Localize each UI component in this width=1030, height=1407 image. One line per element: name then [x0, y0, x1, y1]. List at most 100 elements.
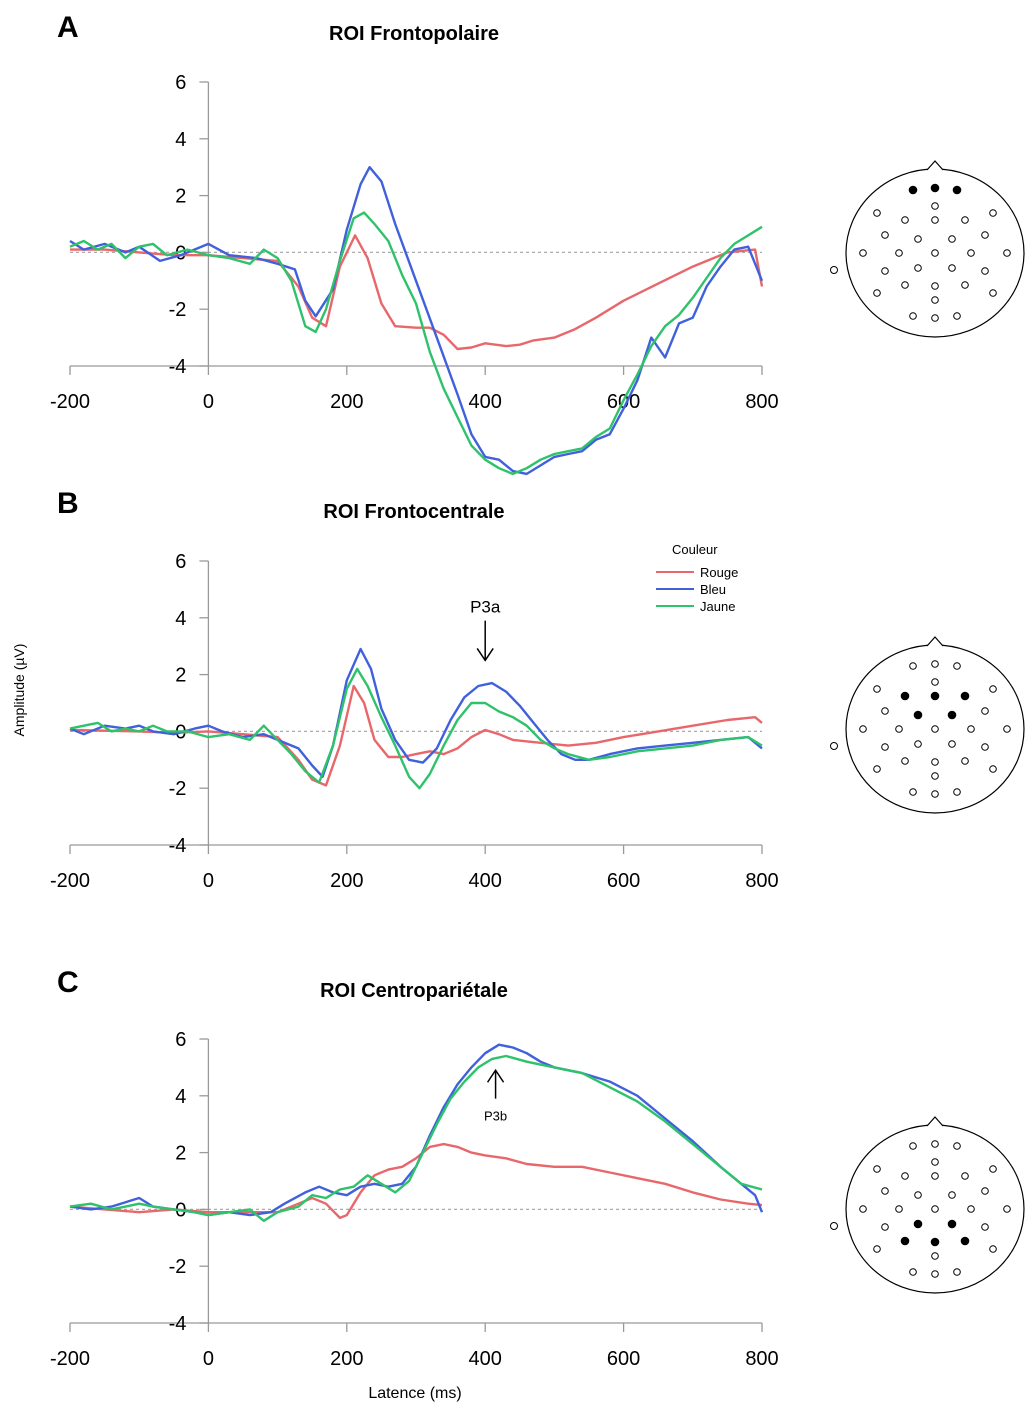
- electrode: [948, 740, 956, 748]
- electrode: [901, 1172, 909, 1180]
- electrode: [953, 312, 961, 320]
- electrode: [931, 1205, 939, 1213]
- electrode: [881, 1223, 889, 1231]
- electrode: [895, 725, 903, 733]
- legend-label-bleu: Bleu: [700, 582, 726, 597]
- electrode: [931, 202, 939, 210]
- electrode-selected: [930, 691, 940, 701]
- panel-b-letter: B: [57, 487, 79, 520]
- series-line-bleu: [69, 166, 764, 476]
- reference-electrode: [830, 1222, 838, 1230]
- electrode: [914, 235, 922, 243]
- electrode: [961, 1172, 969, 1180]
- x-tick-label: 600: [607, 870, 640, 892]
- electrode: [967, 249, 975, 257]
- electrode: [948, 235, 956, 243]
- electrode-selected: [960, 1236, 970, 1246]
- electrode: [909, 1142, 917, 1150]
- electrode: [1003, 249, 1011, 257]
- series-line-jaune: [69, 1054, 763, 1222]
- series-line-jaune: [69, 667, 763, 790]
- x-tick-label: 0: [203, 391, 214, 413]
- legend-title: Couleur: [672, 542, 718, 557]
- legend: Couleur Rouge Bleu Jaune: [656, 542, 738, 614]
- panel-b-electrode-map: [830, 636, 1025, 814]
- electrode: [895, 1205, 903, 1213]
- panel-a-electrode-map: [830, 160, 1025, 338]
- electrode: [989, 209, 997, 217]
- annotation-arrowhead: [486, 1068, 505, 1083]
- electrode: [931, 660, 939, 668]
- electrode: [873, 765, 881, 773]
- electrode: [981, 707, 989, 715]
- panel-a-title: ROI Frontopolaire: [329, 23, 499, 45]
- y-tick-label: 6: [175, 1029, 186, 1051]
- electrode: [901, 757, 909, 765]
- electrode: [948, 1191, 956, 1199]
- x-axis-label: Latence (ms): [368, 1385, 461, 1402]
- electrode-selected: [900, 691, 910, 701]
- panel-c-title: ROI Centropariétale: [320, 980, 508, 1002]
- electrode: [881, 267, 889, 275]
- legend-label-rouge: Rouge: [700, 565, 738, 580]
- panel-b-series: [69, 647, 763, 790]
- electrode-selected: [930, 1237, 940, 1247]
- x-tick-label: -200: [50, 391, 90, 413]
- electrode: [931, 1252, 939, 1260]
- electrode: [1003, 725, 1011, 733]
- electrode: [931, 1172, 939, 1180]
- electrode-selected: [900, 1236, 910, 1246]
- electrode: [909, 312, 917, 320]
- electrode: [931, 1270, 939, 1278]
- annotation-arrowhead: [476, 647, 494, 662]
- electrode: [953, 1142, 961, 1150]
- y-tick-label: 0: [175, 242, 186, 264]
- x-tick-label: 600: [607, 1348, 640, 1370]
- y-tick-label: -2: [169, 299, 187, 321]
- x-tick-label: 0: [203, 870, 214, 892]
- electrode: [873, 1165, 881, 1173]
- electrode: [909, 1268, 917, 1276]
- electrode: [967, 725, 975, 733]
- electrode: [931, 296, 939, 304]
- electrode: [981, 1223, 989, 1231]
- legend-label-jaune: Jaune: [700, 599, 735, 614]
- series-line-jaune: [69, 211, 763, 476]
- electrode-selected: [947, 710, 957, 720]
- panel-b-title: ROI Frontocentrale: [323, 501, 504, 523]
- electrode: [961, 757, 969, 765]
- y-tick-label: 4: [175, 129, 186, 151]
- electrode: [859, 725, 867, 733]
- electrode: [989, 765, 997, 773]
- electrode: [989, 289, 997, 297]
- electrode: [981, 267, 989, 275]
- electrode: [914, 1191, 922, 1199]
- x-tick-label: 800: [745, 870, 778, 892]
- electrode: [989, 685, 997, 693]
- annotation-label: P3b: [484, 1109, 507, 1124]
- y-tick-label: 2: [175, 186, 186, 208]
- electrode: [931, 678, 939, 686]
- electrode: [881, 707, 889, 715]
- nose-icon: [926, 636, 944, 647]
- electrode: [909, 788, 917, 796]
- electrode: [901, 216, 909, 224]
- panel-c-annotations: P3b: [484, 1068, 507, 1124]
- electrode: [931, 772, 939, 780]
- electrode: [981, 743, 989, 751]
- electrode: [948, 264, 956, 272]
- y-tick-label: 4: [175, 1086, 186, 1108]
- electrode-selected: [930, 183, 940, 193]
- series-line-rouge: [69, 1142, 763, 1220]
- x-tick-label: 0: [203, 1348, 214, 1370]
- electrode: [981, 231, 989, 239]
- electrode: [873, 685, 881, 693]
- electrode: [961, 281, 969, 289]
- electrode: [859, 249, 867, 257]
- panel-a-letter: A: [57, 11, 79, 44]
- electrode: [931, 790, 939, 798]
- annotation-label: P3a: [470, 598, 501, 617]
- electrode: [895, 249, 903, 257]
- panel-c-series: [69, 1043, 764, 1222]
